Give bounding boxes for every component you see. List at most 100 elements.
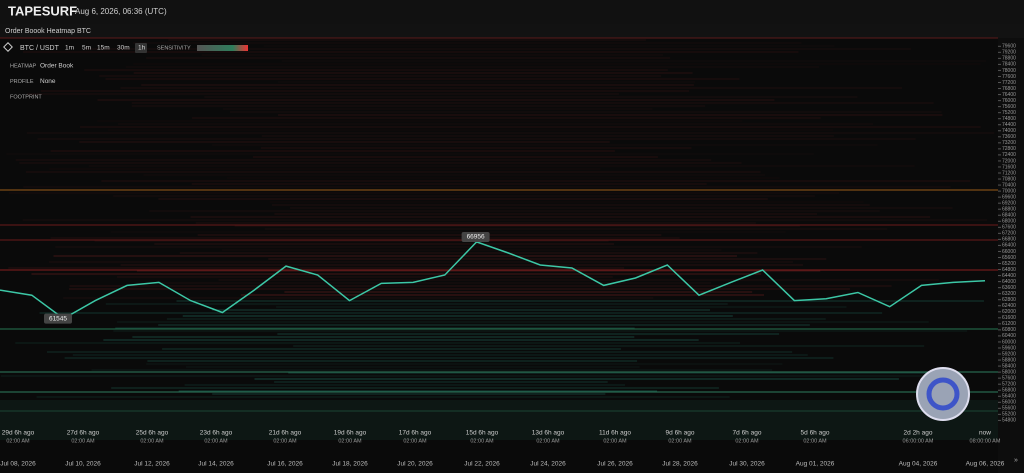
interval[interactable]: 15m: [97, 45, 110, 52]
y-tick-label: 74400: [1002, 122, 1016, 128]
price-axis: [998, 38, 1024, 473]
x-tick-ago: 21d 6h ago: [269, 430, 302, 437]
x-tick-ago: 17d 6h ago: [399, 430, 432, 437]
y-tick-label: 61600: [1002, 315, 1016, 321]
logo-ring: [926, 377, 960, 411]
y-tick-label: 69600: [1002, 194, 1016, 200]
y-tick-label: 72800: [1002, 146, 1016, 152]
y-tick-label: 75200: [1002, 110, 1016, 116]
scroll-arrow[interactable]: »: [1014, 457, 1018, 464]
price-marker-bg: [461, 232, 490, 243]
x-tick-ago: now: [979, 430, 991, 437]
x-tick-ago: 19d 6h ago: [334, 430, 367, 437]
x-tick-ago: 7d 6h ago: [733, 430, 762, 437]
x-tick-time: 02:00 AM: [6, 438, 30, 444]
panel-title: Order Boook Heatmap BTC: [5, 28, 91, 35]
x-tick-time: 02:00 AM: [204, 438, 228, 444]
interval[interactable]: 1h: [138, 45, 146, 52]
setting-label: PROFILE: [10, 79, 34, 85]
x-tick-ago: 5d 6h ago: [801, 430, 830, 437]
y-tick-label: 59600: [1002, 345, 1016, 351]
x-tick-time: 02:00 AM: [668, 438, 692, 444]
price-line: [0, 241, 986, 320]
x-tick-time: 02:00 AM: [470, 438, 494, 444]
setting-value[interactable]: Order Book: [40, 63, 74, 70]
y-tick-label: 65600: [1002, 255, 1016, 261]
y-tick-label: 66800: [1002, 237, 1016, 243]
y-tick-label: 60800: [1002, 327, 1016, 333]
x-tick-ago: 2d 2h ago: [904, 430, 933, 437]
x-tick-time: 02:00 AM: [140, 438, 164, 444]
x-tick-time: 02:00 AM: [603, 438, 627, 444]
y-tick-label: 58400: [1002, 363, 1016, 369]
y-tick-label: 59200: [1002, 351, 1016, 357]
symbol-icon: [3, 42, 13, 52]
symbol[interactable]: BTC / USDT: [20, 45, 60, 52]
setting-value[interactable]: None: [40, 78, 56, 85]
x-tick-time: 06:00:00 AM: [903, 438, 934, 444]
interval[interactable]: 1m: [65, 45, 74, 52]
x-tick-ago: 9d 6h ago: [666, 430, 695, 437]
price-marker: 66956: [467, 234, 485, 241]
x-tick-ago: 29d 6h ago: [2, 430, 35, 437]
y-tick-label: 56400: [1002, 394, 1016, 400]
x-tick-date: Jul 16, 2026: [267, 461, 303, 468]
y-tick-label: 76800: [1002, 86, 1016, 92]
sensitivity-label: SENSITIVITY: [157, 45, 191, 51]
x-tick-date: Aug 04, 2026: [899, 461, 938, 468]
settings: HEATMAP Order Book PROFILE None FOOTPRINT: [10, 63, 74, 101]
y-tick-label: 60000: [1002, 339, 1016, 345]
sensitivity-slider[interactable]: [197, 45, 248, 51]
y-tick-label: 70800: [1002, 176, 1016, 182]
x-tick-ago: 11d 6h ago: [599, 430, 631, 437]
y-tick-label: 62000: [1002, 309, 1016, 315]
price-marker-bg: [44, 313, 72, 324]
x-tick-date: Jul 12, 2026: [134, 461, 170, 468]
y-tick-label: 67600: [1002, 225, 1016, 231]
y-tick-label: 76400: [1002, 92, 1016, 98]
x-tick-date: Jul 18, 2026: [332, 461, 368, 468]
y-tick-label: 60400: [1002, 333, 1016, 339]
panel-bar: [0, 24, 1024, 38]
interval[interactable]: 30m: [117, 45, 130, 52]
interval-active-bg: [135, 43, 147, 53]
x-tick-time: 02:00 AM: [338, 438, 362, 444]
intervals: 1m 5m 15m 30m 1h: [65, 43, 147, 53]
logo-badge: [916, 367, 970, 421]
x-tick-ago: 13d 6h ago: [532, 430, 565, 437]
y-tick-label: 57600: [1002, 375, 1016, 381]
setting-label: FOOTPRINT: [10, 94, 42, 100]
y-tick-label: 62400: [1002, 303, 1016, 309]
interval[interactable]: 5m: [82, 45, 91, 52]
x-tick-time: 02:00 AM: [403, 438, 427, 444]
y-tick-label: 69200: [1002, 201, 1016, 207]
y-tick-label: 71200: [1002, 170, 1016, 176]
y-tick-label: 63600: [1002, 285, 1016, 291]
y-tick-label: 66400: [1002, 243, 1016, 249]
y-tick-label: 64800: [1002, 267, 1016, 273]
y-tick-label: 71600: [1002, 164, 1016, 170]
x-tick-date: Jul 20, 2026: [397, 461, 433, 468]
y-tick-label: 72400: [1002, 152, 1016, 158]
brand: TAPESURF: [8, 3, 77, 18]
y-tick-label: 64000: [1002, 279, 1016, 285]
y-tick-label: 63200: [1002, 291, 1016, 297]
y-tick-label: 79200: [1002, 50, 1016, 56]
x-tick-time: 02:00 AM: [803, 438, 827, 444]
y-tick-label: 72000: [1002, 158, 1016, 164]
x-tick-date: Jul 24, 2026: [530, 461, 566, 468]
y-tick-label: 58000: [1002, 369, 1016, 375]
x-tick-time: 02:00 AM: [71, 438, 95, 444]
x-tick-ago: 15d 6h ago: [466, 430, 499, 437]
y-tick-label: 58800: [1002, 357, 1016, 363]
top-bar: [0, 0, 1024, 24]
x-tick-date: Jul 28, 2026: [662, 461, 698, 468]
datetime: Aug 6, 2026, 06:36 (UTC): [75, 7, 167, 16]
y-tick-label: 75600: [1002, 104, 1016, 110]
x-tick-time: 02:00 AM: [735, 438, 759, 444]
y-tick-label: 61200: [1002, 321, 1016, 327]
x-tick-ago: 27d 6h ago: [67, 430, 100, 437]
x-tick-ago: 25d 6h ago: [136, 430, 169, 437]
